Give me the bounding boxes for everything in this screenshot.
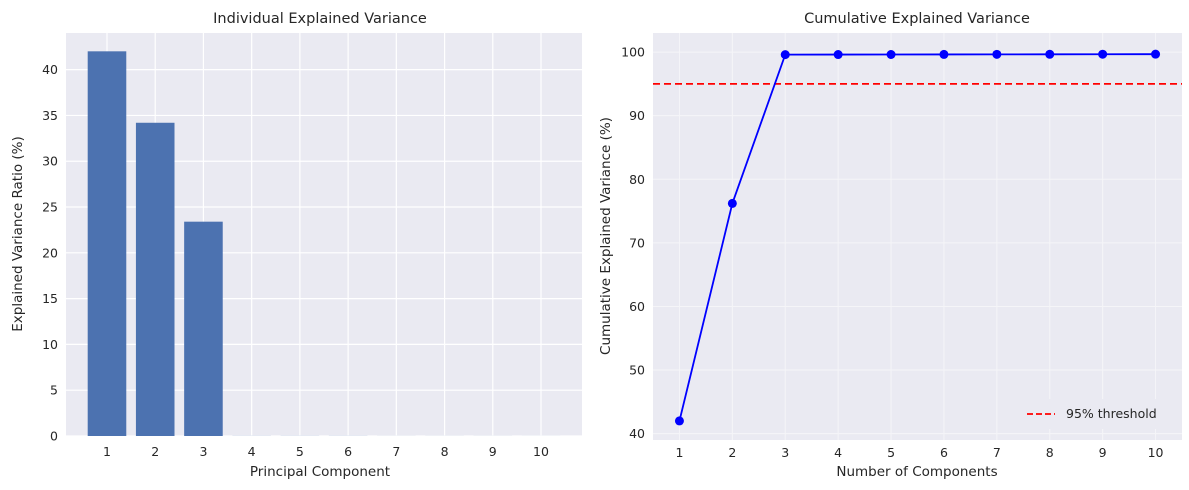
x-tick-label: 7: [392, 444, 400, 459]
y-tick-label: 80: [629, 172, 645, 187]
x-tick-label: 1: [675, 445, 683, 460]
y-tick-labels: 0 5 10 15 20 25 30 35 40: [42, 62, 58, 443]
data-point: [992, 49, 1002, 59]
x-tick-label: 1: [103, 444, 111, 459]
series-line: [678, 53, 1156, 422]
y-tick-label: 25: [42, 200, 58, 215]
y-tick-label: 10: [42, 337, 58, 352]
y-tick-label: 5: [50, 383, 58, 398]
x-tick-label: 9: [489, 444, 497, 459]
x-tick-label: 8: [1046, 445, 1054, 460]
data-point: [939, 49, 949, 59]
chart-title: Individual Explained Variance: [213, 11, 427, 27]
x-axis-label: Number of Components: [836, 464, 997, 480]
series-line: [678, 53, 1156, 422]
data-point: [1098, 49, 1108, 59]
y-tick-label: 70: [629, 235, 645, 250]
x-tick-label: 8: [441, 444, 449, 459]
grid: [653, 33, 1182, 440]
data-point: [727, 198, 737, 208]
x-tick-label: 10: [533, 444, 549, 459]
y-tick-label: 90: [629, 108, 645, 123]
series-points: [674, 49, 1161, 426]
x-tick-labels: 1 2 3 4 5 6 7 8 9 10: [103, 444, 549, 459]
x-tick-labels: 1 2 3 4 5 6 7 8 9 10: [675, 445, 1163, 460]
plot-area: [653, 33, 1182, 440]
individual-variance-chart: 0 5 10 15 20 25 30 35 40 1 2 3 4 5 6 7 8 9 10 Individual …: [10, 11, 582, 480]
x-tick-label: 7: [993, 445, 1001, 460]
y-tick-labels: 40 50 60 70 80 90 100: [621, 45, 645, 442]
y-tick-label: 60: [629, 299, 645, 314]
y-tick-label: 100: [621, 45, 645, 60]
bar: [184, 221, 223, 436]
y-tick-label: 20: [42, 245, 58, 260]
y-tick-label: 15: [42, 291, 58, 306]
data-point: [780, 50, 790, 60]
y-axis-label: Cumulative Explained Variance (%): [598, 117, 614, 355]
bar: [135, 122, 175, 436]
x-tick-label: 2: [151, 444, 159, 459]
bars: [87, 51, 561, 437]
cumulative-variance-chart: 40 50 60 70 80 90 100 1 2 3 4 5 6 7 8 9 10 95% threshol…: [598, 11, 1182, 480]
x-tick-label: 4: [834, 445, 842, 460]
data-point: [833, 50, 843, 60]
y-tick-label: 50: [629, 363, 645, 378]
y-tick-label: 40: [629, 426, 645, 441]
x-tick-label: 3: [781, 445, 789, 460]
chart-title: Cumulative Explained Variance: [804, 11, 1030, 27]
y-tick-label: 35: [42, 108, 58, 123]
data-point: [1151, 49, 1161, 59]
x-tick-label: 2: [728, 445, 736, 460]
x-tick-label: 4: [248, 444, 256, 459]
x-tick-label: 3: [199, 444, 207, 459]
x-tick-label: 5: [296, 444, 304, 459]
x-tick-label: 6: [344, 444, 352, 459]
legend-label: 95% threshold: [1066, 406, 1157, 421]
y-tick-label: 0: [50, 429, 58, 444]
x-axis-label: Principal Component: [250, 464, 390, 480]
x-tick-label: 6: [940, 445, 948, 460]
y-tick-label: 30: [42, 154, 58, 169]
legend-box: [1016, 399, 1175, 429]
data-point: [1045, 49, 1055, 59]
data-point: [886, 49, 896, 59]
x-tick-label: 9: [1099, 445, 1107, 460]
y-tick-label: 40: [42, 62, 58, 77]
bar: [87, 51, 127, 437]
legend: 95% threshold: [1016, 399, 1175, 429]
x-tick-label: 10: [1148, 445, 1164, 460]
y-axis-label: Explained Variance Ratio (%): [10, 136, 26, 332]
x-tick-label: 5: [887, 445, 895, 460]
data-point: [674, 416, 684, 426]
